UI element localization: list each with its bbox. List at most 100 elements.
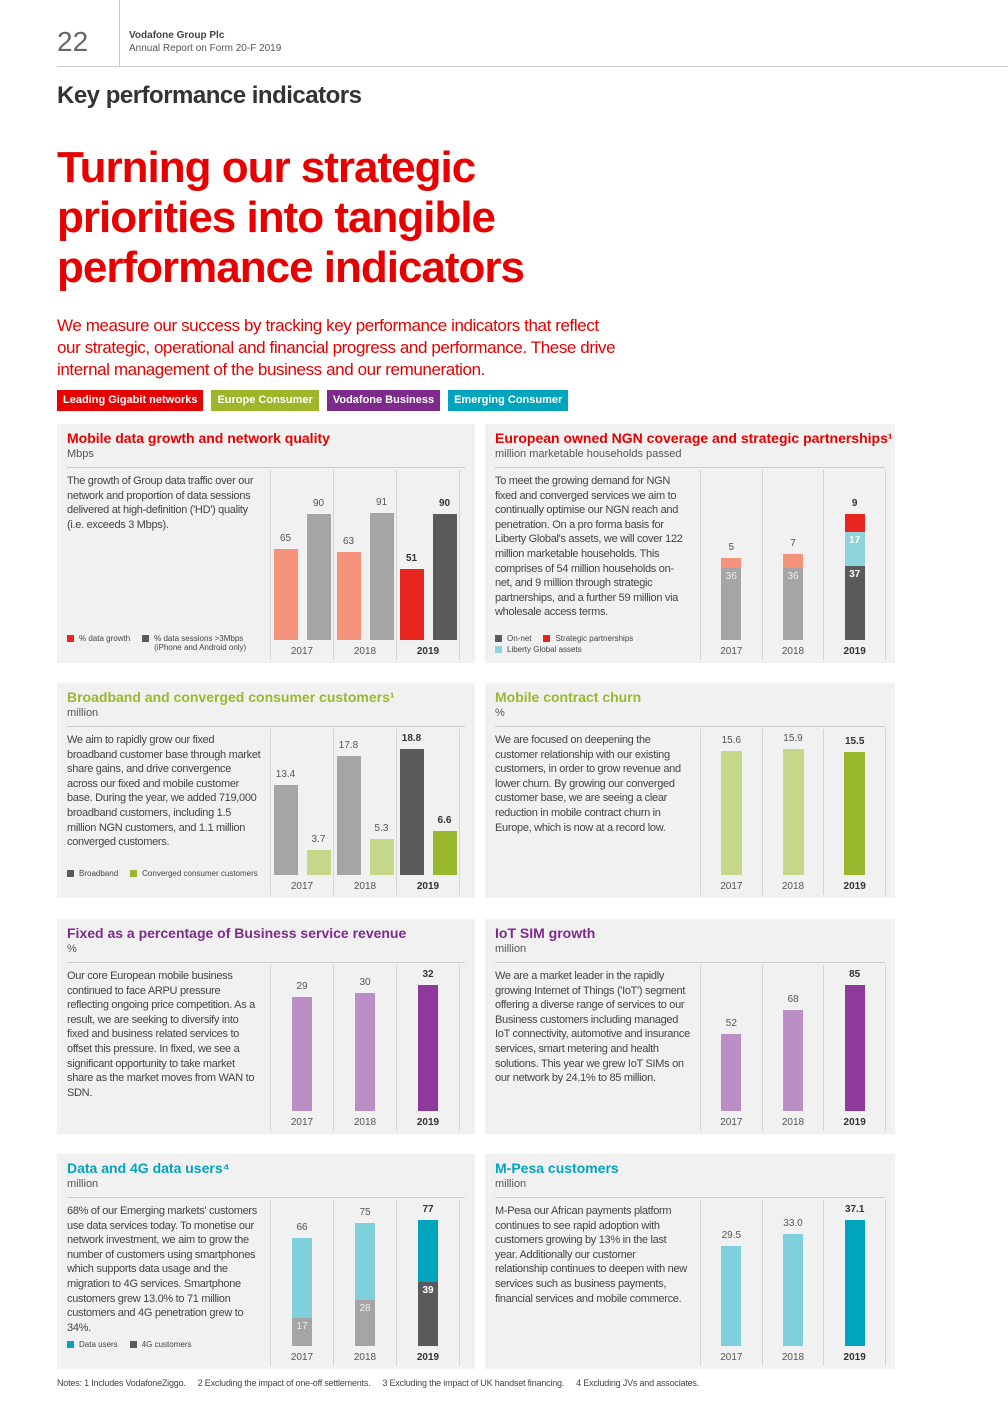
legend-swatch	[67, 1341, 74, 1348]
segment-label: 17	[296, 1321, 308, 1333]
panel-unit: million	[67, 1178, 99, 1190]
bar-segment	[720, 751, 742, 875]
bar-group: 29.5	[701, 1230, 762, 1346]
tag-leading-gigabit-networks: Leading Gigabit networks	[57, 390, 204, 411]
bar-group: 36 7	[763, 538, 824, 640]
bar-chart: 17 66 2017 28 75 2018 39 77 2019	[270, 1200, 460, 1366]
year-label: 2018	[781, 881, 805, 892]
legend-swatch	[129, 1341, 137, 1348]
bar-2018: 5.3	[369, 823, 394, 875]
bar-2019: 32	[418, 969, 438, 1111]
panel-description: M-Pesa our African payments platform con…	[495, 1205, 687, 1305]
bar-segment: 28	[355, 1300, 375, 1346]
segment-label: 28	[359, 1303, 371, 1315]
segment-label: 17	[849, 535, 861, 546]
footnote: 3 Excluding the impact of UK handset fin…	[382, 1378, 565, 1388]
panel-description: Our core European mobile business contin…	[67, 970, 255, 1099]
value-label: 90	[438, 498, 451, 509]
chart-column: 37 17 9 2019	[823, 470, 887, 660]
year-label: 2018	[353, 1352, 377, 1363]
footnote: 2 Excluding the impact of one-off settle…	[197, 1378, 371, 1388]
chart-column: 36 5 2017	[700, 470, 762, 660]
bar-2017: 90	[306, 498, 331, 640]
bar-segment	[418, 985, 438, 1111]
panel-title: Mobile contract churn	[495, 689, 642, 705]
value-label: 29	[296, 980, 308, 992]
chart-column: 63 91 2018	[333, 470, 396, 660]
year-label: 2017	[290, 1117, 314, 1128]
panel-divider	[495, 1197, 885, 1198]
panel-description: We are focused on deepening the customer…	[495, 734, 681, 834]
report-name: Annual Report on Form 20-F 2019	[129, 43, 282, 54]
bar-segment	[306, 514, 331, 640]
panel-unit: %	[495, 707, 505, 719]
bar-segment	[292, 1238, 312, 1319]
bar-segment	[306, 850, 331, 875]
bar-2019: 37 17 9	[844, 498, 865, 640]
bar-2017: 36 5	[721, 542, 742, 640]
bar-group: 68	[763, 994, 824, 1111]
bar-2018: 33.0	[783, 1218, 803, 1346]
bar-group: 13.4 3.7	[271, 769, 333, 875]
chart-column: 15.5 2019	[823, 729, 887, 895]
panel-title: Fixed as a percentage of Business servic…	[67, 925, 407, 941]
bar-chart: 36 5 2017 36 7 2018 37 17 9 2019	[700, 470, 887, 660]
panel-unit: million	[495, 1178, 527, 1190]
chart-column: 28 75 2018	[333, 1200, 396, 1366]
year-label: 2019	[416, 881, 440, 892]
chart-column: 29.5 2017	[700, 1200, 762, 1366]
headline: Turning our strategic priorities into ta…	[57, 143, 525, 292]
value-label: 29.5	[721, 1229, 742, 1241]
chart-column: 17.8 5.3 2018	[333, 729, 396, 895]
bar-segment	[336, 755, 361, 875]
year-label: 2019	[843, 1117, 866, 1128]
year-label: 2017	[720, 1352, 743, 1363]
bar-segment	[355, 1223, 375, 1301]
bar-2018: 30	[355, 977, 375, 1111]
company-name: Vodafone Group Plc	[129, 30, 225, 41]
bar-group: 28 75	[334, 1207, 396, 1346]
kpi-panel: IoT SIM growth million We are a market lea…	[485, 919, 895, 1134]
legend-swatch	[67, 635, 74, 642]
value-label: 17.8	[338, 739, 359, 751]
bar-group: 39 77	[397, 1204, 459, 1346]
value-label: 13.4	[275, 769, 296, 781]
segment-label: 37	[849, 569, 861, 580]
tag-vodafone-business: Vodafone Business	[326, 390, 441, 411]
value-label: 15.6	[721, 735, 742, 747]
value-label: 51	[405, 552, 418, 564]
value-label: 3.7	[311, 834, 326, 846]
chart-column: 30 2018	[333, 965, 396, 1131]
bar-group: 36 5	[701, 542, 762, 640]
bar-chart: 15.6 2017 15.9 2018 15.5 2019	[700, 729, 887, 895]
year-label: 2019	[416, 1352, 440, 1363]
year-label: 2019	[416, 646, 440, 657]
segment-label: 36	[787, 571, 799, 582]
legend-item: Converged consumer customers	[130, 869, 258, 878]
bar-group: 65 90	[271, 498, 333, 640]
legend-label: % data growth	[79, 634, 131, 643]
chart-column: 52 2017	[700, 965, 762, 1131]
year-label: 2018	[353, 646, 377, 657]
bar-group: 37 17 9	[824, 498, 885, 640]
bar-group: 15.9	[763, 733, 824, 875]
bar-group: 18.8 6.6	[397, 733, 459, 875]
bar-segment	[399, 749, 424, 875]
header-rule	[57, 66, 1008, 67]
panel-divider	[495, 726, 885, 727]
value-label: 65	[279, 533, 292, 544]
value-label: 90	[312, 498, 325, 509]
chart-legend: % data growth % data sessions >3Mbps (iPh…	[67, 634, 267, 652]
legend-label: Broadband	[79, 869, 119, 878]
panel-description: We are a market leader in the rapidly gr…	[495, 970, 690, 1085]
chart-legend: Data users 4G customers	[67, 1340, 267, 1349]
bar-group: 52	[701, 1018, 762, 1111]
bar-segment	[783, 1233, 803, 1346]
bar-chart: 52 2017 68 2018 85 2019	[700, 965, 887, 1131]
panel-divider	[495, 962, 885, 963]
intro-text: We measure our success by tracking key p…	[57, 316, 616, 379]
bar-2019: 51	[399, 553, 424, 640]
bar-2019: 85	[844, 969, 865, 1111]
chart-column: 37.1 2019	[823, 1200, 887, 1366]
legend-label: Strategic partnerships	[555, 634, 634, 643]
